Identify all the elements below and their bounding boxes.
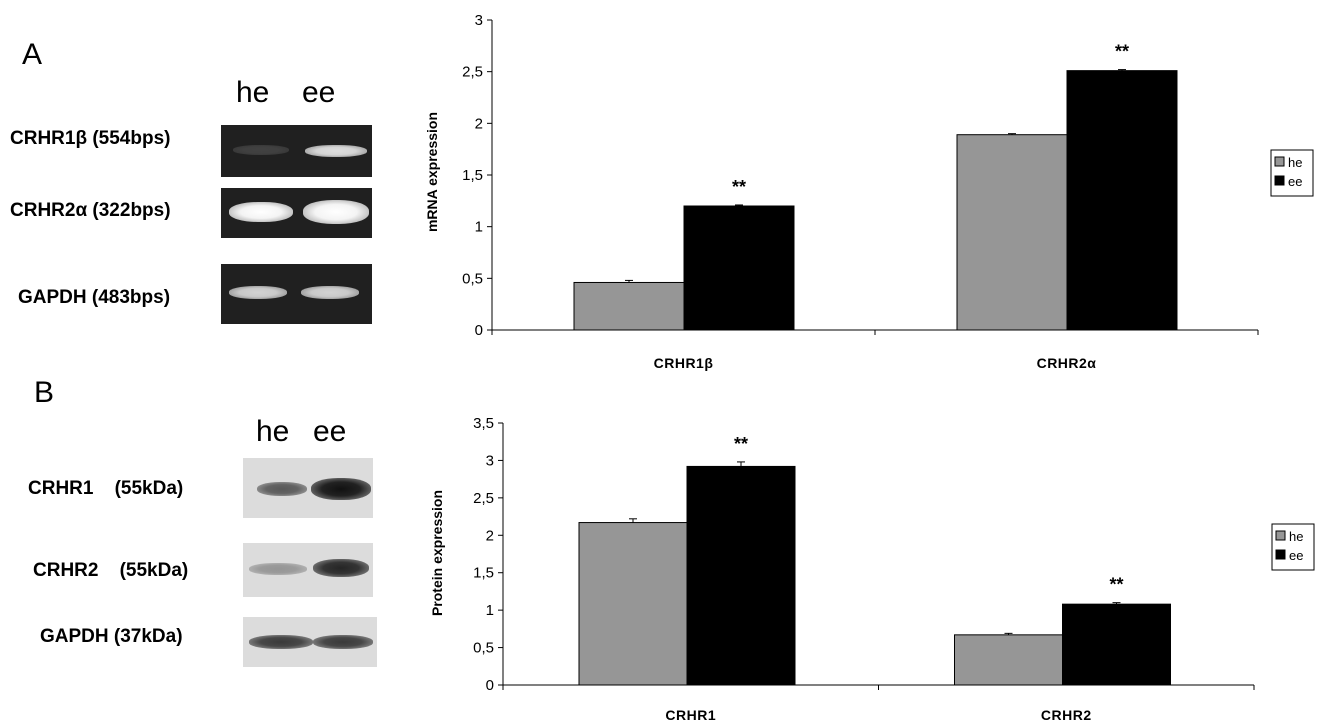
protein-bar-ee	[1062, 603, 1171, 686]
mrna-y-axis-title: mRNA expression	[424, 112, 440, 232]
mrna-significance-mark: **	[732, 177, 746, 197]
protein-y-tick-label: 0	[486, 677, 494, 694]
wb-crhr2	[243, 543, 373, 597]
blot-label-crhr2a: CRHR2α (322bps)	[10, 200, 171, 221]
lane-label-he-a: he	[236, 76, 270, 109]
mrna-legend-swatch-ee	[1274, 175, 1285, 186]
gel-band-gapdh-a-ee	[301, 286, 359, 299]
lane-label-ee-b: ee	[313, 415, 347, 448]
blot-label-crhr1b: CRHR1β (554bps)	[10, 128, 171, 149]
mrna-y-tick-label: 2,5	[462, 64, 483, 81]
blot-label-crhr1-wb: CRHR1 (55kDa)	[28, 478, 184, 499]
gel-crhr1b	[221, 125, 372, 177]
panel-letter-b: B	[34, 376, 55, 409]
wb-band-gapdh-ee	[313, 635, 373, 649]
protein-category-label: CRHR1	[665, 707, 716, 723]
protein-y-tick-label: 2,5	[473, 490, 494, 507]
protein-significance-mark: **	[1109, 575, 1123, 595]
mrna-bar-he	[956, 134, 1068, 331]
gel-band-crhr1b-ee	[305, 145, 367, 157]
blot-label-gapdh-a: GAPDH (483bps)	[18, 287, 171, 308]
protein-category-label: CRHR2	[1041, 707, 1092, 723]
gel-crhr2a	[221, 188, 372, 238]
protein-legend-label-he: he	[1289, 529, 1303, 544]
lane-label-ee-a: ee	[302, 76, 336, 109]
gel-band-crhr1b-he	[233, 145, 289, 155]
protein-y-tick-label: 0,5	[473, 640, 494, 657]
protein-y-axis-title: Protein expression	[429, 490, 445, 616]
wb-band-crhr1-he	[257, 482, 307, 496]
gel-band-crhr2a-ee	[303, 200, 369, 224]
blot-label-crhr2-wb: CRHR2 (55kDa)	[33, 560, 189, 581]
mrna-y-tick-label: 0,5	[462, 270, 483, 287]
wb-crhr1	[243, 458, 373, 518]
protein-bar-ee	[686, 465, 796, 686]
protein-legend-label-ee: ee	[1289, 548, 1303, 563]
mrna-legend-swatch-he	[1274, 156, 1285, 167]
mrna-category-label: CRHR1β	[654, 355, 714, 371]
gel-band-crhr2a-he	[229, 202, 293, 222]
wb-gapdh	[243, 617, 377, 667]
panel-letter-a: A	[22, 38, 43, 71]
mrna-y-tick-label: 1,5	[462, 167, 483, 184]
protein-significance-mark: **	[734, 434, 748, 454]
mrna-y-tick-label: 1	[475, 219, 483, 236]
wb-band-gapdh-he	[249, 635, 313, 649]
protein-bar-he	[578, 522, 688, 686]
protein-legend-swatch-ee	[1275, 549, 1286, 560]
protein-y-tick-label: 3	[486, 452, 494, 469]
protein-legend-swatch-he	[1275, 530, 1286, 541]
wb-band-crhr2-he	[249, 563, 307, 575]
protein-y-tick-label: 1	[486, 602, 494, 619]
mrna-bar-he	[573, 281, 685, 331]
protein-y-tick-label: 3,5	[473, 415, 494, 432]
gel-gapdh-a	[221, 264, 372, 324]
mrna-y-tick-label: 0	[475, 322, 483, 339]
mrna-legend-label-ee: ee	[1288, 174, 1302, 189]
mrna-y-tick-label: 2	[475, 115, 483, 132]
mrna-category-label: CRHR2α	[1037, 355, 1097, 371]
mrna-significance-mark: **	[1115, 42, 1129, 62]
mrna-bar-ee	[1066, 70, 1178, 331]
mrna-bar-ee	[683, 205, 795, 331]
lane-label-he-b: he	[256, 415, 290, 448]
mrna-legend-label-he: he	[1288, 155, 1302, 170]
wb-band-crhr2-ee	[313, 559, 369, 577]
protein-y-tick-label: 2	[486, 527, 494, 544]
protein-y-tick-label: 1,5	[473, 565, 494, 582]
protein-bar-he	[954, 634, 1063, 686]
gel-band-gapdh-a-he	[229, 286, 287, 299]
blot-label-gapdh-wb: GAPDH (37kDa)	[40, 626, 183, 647]
wb-band-crhr1-ee	[311, 478, 371, 500]
mrna-y-tick-label: 3	[475, 12, 483, 29]
